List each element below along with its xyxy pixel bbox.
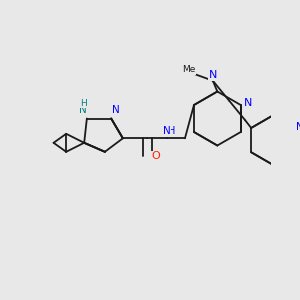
Text: H: H bbox=[168, 126, 175, 136]
Text: Me: Me bbox=[182, 65, 195, 74]
Text: N: N bbox=[80, 104, 87, 115]
Text: N: N bbox=[296, 122, 300, 132]
Text: N: N bbox=[244, 98, 252, 108]
Text: O: O bbox=[152, 151, 161, 161]
Text: N: N bbox=[208, 70, 217, 80]
Text: N: N bbox=[163, 126, 171, 136]
Text: H: H bbox=[80, 99, 87, 108]
Text: N: N bbox=[112, 104, 119, 115]
